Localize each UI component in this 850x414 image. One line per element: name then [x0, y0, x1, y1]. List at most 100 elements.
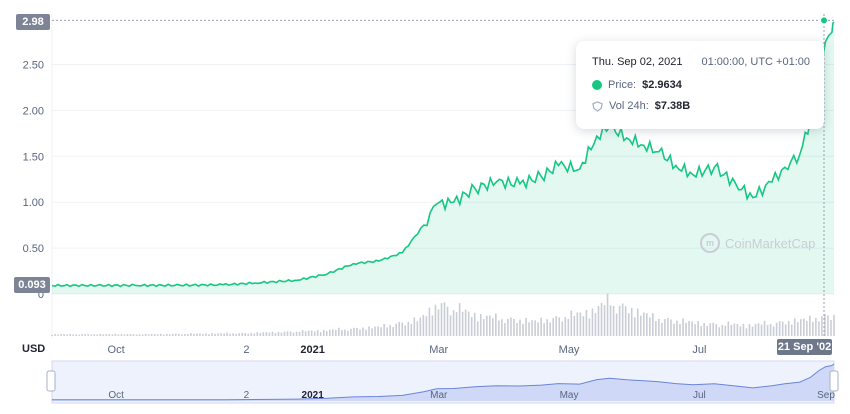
navigator-handle-right[interactable] — [829, 370, 839, 392]
volume-bar — [244, 333, 247, 336]
volume-bar — [464, 309, 467, 336]
volume-bar — [492, 318, 494, 336]
volume-bar — [757, 323, 760, 336]
volume-bar — [241, 332, 244, 336]
volume-bar — [519, 319, 521, 336]
volume-bar — [806, 320, 808, 336]
volume-bar — [69, 333, 71, 336]
volume-bar — [470, 317, 473, 336]
volume-bar — [184, 333, 186, 336]
volume-bar — [534, 320, 536, 336]
volume-bar — [772, 326, 775, 336]
navigator-handle-left[interactable] — [46, 370, 56, 392]
volume-bar — [283, 331, 286, 336]
volume-bar — [425, 316, 428, 336]
volume-bar — [796, 322, 799, 336]
volume-bar — [745, 328, 748, 336]
volume-bar — [422, 315, 425, 336]
volume-bar — [156, 334, 159, 336]
volume-bar — [821, 316, 823, 336]
navigator-tick-label: 2021 — [302, 390, 325, 401]
volume-bar — [685, 322, 687, 336]
volume-bar — [259, 332, 262, 336]
volume-bar — [223, 333, 225, 336]
volume-bar — [576, 312, 579, 336]
volume-bar — [386, 327, 388, 336]
volume-bar — [190, 333, 192, 336]
volume-bar — [419, 317, 422, 336]
volume-bar — [123, 334, 126, 336]
volume-bar — [168, 334, 171, 336]
volume-bar — [347, 330, 349, 336]
volume-bar — [793, 318, 796, 336]
volume-bar — [256, 332, 259, 336]
x-tick-label: Oct — [108, 344, 125, 356]
volume-bar — [682, 318, 684, 336]
volume-bar — [667, 317, 669, 336]
volume-bar — [229, 333, 231, 336]
volume-bar — [298, 331, 301, 336]
volume-bar — [356, 328, 358, 336]
volume-bar — [313, 331, 316, 336]
volume-bar — [368, 326, 370, 336]
volume-bar — [353, 327, 355, 336]
volume-bar — [646, 313, 648, 336]
volume-bar — [730, 324, 733, 336]
volume-bar — [501, 319, 503, 336]
volume-bar — [594, 313, 597, 336]
volume-bar — [824, 314, 826, 336]
volume-bar — [310, 330, 313, 336]
volume-bar — [96, 334, 99, 336]
volume-bar — [144, 333, 147, 336]
volume-bar — [395, 323, 398, 336]
volume-bar — [579, 312, 582, 336]
volume-bar — [99, 333, 102, 336]
volume-bar — [627, 313, 630, 336]
volume-bar — [609, 305, 612, 336]
volume-bar — [117, 334, 120, 336]
volume-bar — [280, 332, 283, 336]
volume-bar — [827, 315, 829, 336]
y-tick-label: 2.00 — [23, 105, 44, 117]
volume-bar — [226, 332, 228, 336]
volume-bar — [250, 332, 253, 336]
volume-bar — [389, 325, 391, 336]
volume-bar — [84, 334, 87, 336]
volume-bar — [476, 321, 479, 336]
crosshair-date-tag: 21 Sep '02 — [777, 339, 832, 355]
volume-bar — [377, 326, 379, 336]
volume-bar — [543, 323, 545, 336]
volume-bar — [171, 333, 174, 336]
volume-bar — [727, 321, 730, 336]
volume-bar — [582, 316, 585, 336]
volume-bar — [371, 328, 373, 336]
volume-bar — [818, 321, 820, 336]
volume-bar — [289, 331, 292, 336]
y-tick-label: 2.50 — [23, 59, 44, 71]
volume-bar — [513, 318, 515, 336]
volume-bar — [736, 324, 739, 336]
volume-bar — [431, 315, 434, 336]
y-tick-label: 0.50 — [23, 243, 44, 255]
price-area — [52, 22, 834, 294]
volume-bar — [51, 334, 53, 336]
volume-bar — [199, 333, 201, 336]
base-price-tag: 0.093 — [14, 277, 50, 293]
volume-bar — [247, 333, 250, 336]
volume-bar — [742, 323, 745, 336]
volume-bar — [522, 323, 524, 336]
volume-bar — [769, 324, 772, 336]
volume-bar — [105, 334, 108, 336]
coinmarketcap-logo-icon: m — [700, 233, 720, 253]
volume-bar — [760, 324, 763, 336]
volume-bar — [322, 329, 325, 336]
volume-bar — [102, 334, 105, 336]
volume-bar — [766, 325, 769, 336]
volume-bar — [618, 305, 621, 336]
hover-tooltip: Thu. Sep 02, 2021 01:00:00, UTC +01:00 P… — [576, 41, 824, 129]
volume-bar — [277, 331, 280, 336]
tooltip-price-label: Price: — [608, 79, 637, 91]
volume-bar — [700, 326, 702, 336]
volume-bar — [787, 320, 790, 336]
